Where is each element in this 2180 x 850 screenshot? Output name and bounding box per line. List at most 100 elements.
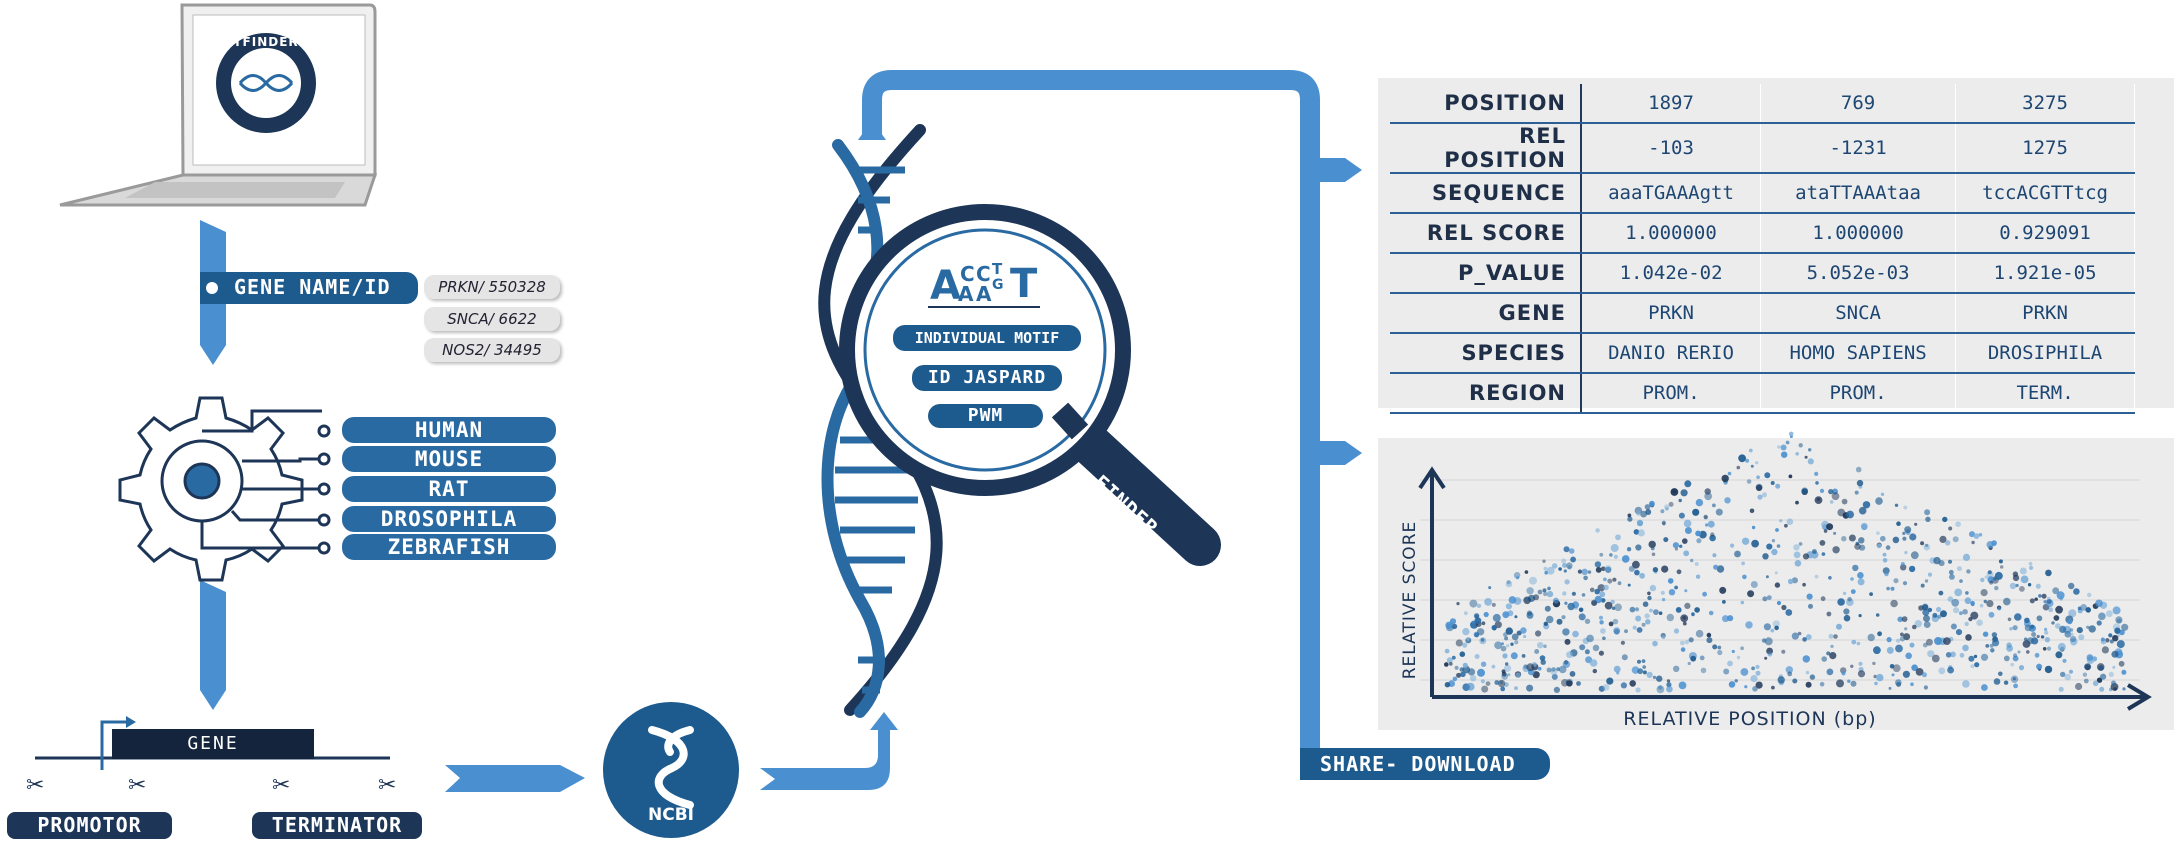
option-pwm[interactable]: PWM (928, 404, 1043, 428)
scatter-point (1785, 440, 1790, 445)
scatter-point (1742, 574, 1747, 580)
scatter-point (1639, 572, 1645, 579)
scatter-point (1483, 611, 1489, 618)
scatter-point (1594, 561, 1602, 568)
scatter-point (1712, 553, 1717, 558)
scatter-point (1644, 613, 1650, 619)
share-download-button[interactable]: SHARE- DOWNLOAD (1300, 748, 1550, 780)
example-gene-1[interactable]: PRKN/ 550328 (424, 275, 560, 299)
scatter-point (1626, 547, 1632, 552)
scatter-point (1526, 610, 1533, 616)
scatter-point (1931, 654, 1940, 663)
scatter-point (1983, 599, 1988, 604)
scatter-point (1980, 653, 1989, 661)
scatter-point (1750, 675, 1758, 683)
scatter-point (1514, 640, 1519, 645)
scatter-point (1950, 651, 1956, 658)
scatter-point (1609, 553, 1613, 557)
scatter-point (1949, 574, 1955, 580)
scatter-point (1741, 537, 1750, 545)
scatter-point (1492, 613, 1501, 622)
scatter-point (1901, 616, 1908, 622)
scatter-point (1984, 575, 1988, 579)
scatter-point (1648, 540, 1656, 549)
scatter-point (1647, 595, 1652, 601)
species-human[interactable]: HUMAN (342, 417, 556, 443)
scatter-point (1678, 681, 1687, 690)
scatter-point (2010, 662, 2015, 667)
scatter-point (1700, 667, 1707, 674)
scatter-point (1581, 593, 1586, 597)
scatter-point (2055, 651, 2063, 659)
scatter-point (1661, 597, 1666, 602)
scatter-point (1569, 671, 1576, 677)
example-gene-3[interactable]: NOS2/ 34495 (424, 338, 560, 362)
scatter-point (1781, 649, 1786, 654)
scatter-point (2116, 633, 2121, 637)
scatter-point (1751, 539, 1759, 548)
scatter-point (1857, 578, 1865, 586)
scatter-point (1877, 631, 1882, 637)
scatter-point (1776, 600, 1782, 606)
scatter-point (1978, 533, 1983, 537)
scatter-point (1488, 586, 1492, 590)
scatter-point (1915, 668, 1924, 676)
scatter-point (1831, 492, 1840, 501)
scatter-point (1762, 553, 1769, 560)
scatter-point (2100, 637, 2105, 642)
scatter-point (1661, 635, 1666, 640)
scatter-point (1469, 599, 1478, 608)
scatter-point (1537, 666, 1542, 671)
option-id-jaspard[interactable]: ID JASPARD (912, 365, 1062, 391)
scatter-point (1850, 589, 1856, 594)
scatter-point (2024, 637, 2028, 641)
scatter-point (1874, 681, 1878, 686)
scatter-point (1820, 596, 1826, 602)
scatter-point (1694, 562, 1699, 566)
example-gene-2[interactable]: SNCA/ 6622 (424, 307, 560, 331)
scatter-point (1459, 651, 1466, 657)
scatter-point (2070, 638, 2078, 646)
scatter-point (1649, 500, 1655, 507)
species-rat[interactable]: RAT (342, 476, 556, 502)
scatter-point (1651, 552, 1656, 557)
scatter-point (1578, 607, 1584, 613)
scatter-point (2108, 633, 2113, 638)
scatter-point (2015, 583, 2019, 588)
table-cell: aaaTGAAAgtt (1581, 173, 1762, 214)
scatter-point (1850, 577, 1854, 581)
scatter-point (2028, 561, 2033, 566)
scatter-point (1637, 668, 1644, 675)
table-cell: -103 (1581, 123, 1762, 174)
scatter-point (1843, 608, 1850, 615)
scatter-point (1980, 589, 1988, 597)
option-individual-motif[interactable]: INDIVIDUAL MOTIF (893, 325, 1081, 351)
species-drosophila[interactable]: DROSOPHILA (342, 506, 556, 532)
scatter-point (1591, 600, 1598, 606)
species-zebrafish[interactable]: ZEBRAFISH (342, 534, 556, 560)
scatter-point (1500, 645, 1507, 652)
scatter-point (1876, 543, 1882, 549)
scatter-point (1539, 655, 1546, 661)
scatter-point (1902, 581, 1908, 586)
scatter-point (1791, 632, 1799, 640)
scatter-point (1948, 569, 1954, 575)
scatter-point (1750, 464, 1754, 468)
scatter-point (1540, 659, 1546, 665)
scatter-point (1684, 480, 1692, 488)
species-mouse[interactable]: MOUSE (342, 446, 556, 472)
scatter-point (1980, 577, 1985, 583)
scatter-point (1998, 559, 2003, 564)
scatter-point (2012, 625, 2018, 631)
scatter-point (1562, 660, 1571, 668)
scatter-point (1959, 652, 1965, 658)
scatter-point (1751, 525, 1756, 530)
scatter-point (2086, 625, 2090, 629)
scatter-point (1973, 533, 1980, 539)
scatter-point (2048, 607, 2054, 613)
scatter-point (1795, 500, 1799, 505)
scatter-point (1910, 682, 1914, 686)
scatter-point (1566, 562, 1573, 569)
scatter-point (1964, 621, 1969, 627)
scatter-point (1902, 531, 1906, 536)
